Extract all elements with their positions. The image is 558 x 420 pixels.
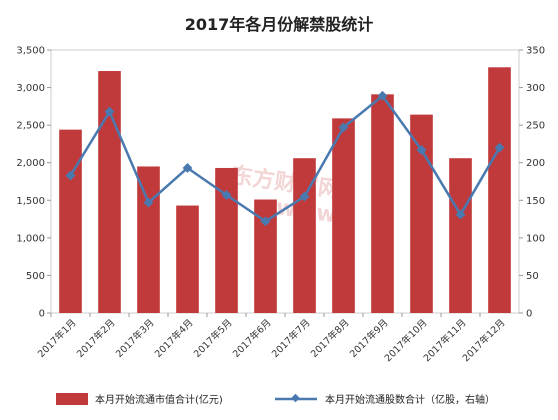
y-right-tick-label: 200 xyxy=(526,158,545,169)
bar-4 xyxy=(176,205,199,313)
bar-1 xyxy=(59,129,82,313)
y-left-tick-label: 3,000 xyxy=(16,83,45,94)
y-right-tick-label: 100 xyxy=(526,233,545,244)
x-tick-label: 2017年5月 xyxy=(191,317,234,360)
line-point-3 xyxy=(143,197,154,208)
x-tick-label: 2017年9月 xyxy=(347,317,390,360)
legend-bar-label: 本月开始流通市值合计(亿元) xyxy=(95,393,223,406)
line-point-12 xyxy=(494,142,505,153)
y-right-tick-label: 250 xyxy=(526,121,545,132)
y-right-tick-label: 300 xyxy=(526,83,545,94)
x-tick-label: 2017年7月 xyxy=(269,317,312,360)
bar-8 xyxy=(332,118,355,313)
y-right-tick-label: 50 xyxy=(526,271,539,282)
y-left-tick-label: 1,500 xyxy=(16,196,45,207)
bar-2 xyxy=(98,71,121,313)
y-left-tick-label: 500 xyxy=(26,271,45,282)
x-tick-label: 2017年2月 xyxy=(74,317,117,360)
bar-11 xyxy=(449,158,472,313)
bar-10 xyxy=(410,114,433,313)
line-point-1 xyxy=(65,170,76,181)
line-point-4 xyxy=(182,163,193,173)
line-series xyxy=(69,94,501,223)
x-tick-label: 2017年4月 xyxy=(152,317,195,360)
legend: 本月开始流通市值合计(亿元) 本月开始流通股数合计（亿股，右轴） xyxy=(56,393,495,406)
y-left-tick-label: 2,000 xyxy=(16,158,45,169)
legend-line-label: 本月开始流通股数合计（亿股，右轴） xyxy=(325,393,495,406)
y-left-tick-label: 3,500 xyxy=(16,46,45,57)
y-left-tick-label: 2,500 xyxy=(16,121,45,132)
x-tick-label: 2017年8月 xyxy=(308,317,351,360)
bar-9 xyxy=(371,94,394,313)
line-point-10 xyxy=(416,144,427,155)
bar-12 xyxy=(488,67,511,313)
x-tick-label: 2017年3月 xyxy=(113,317,156,360)
bar-6 xyxy=(254,199,277,313)
x-axis: 2017年1月2017年2月2017年3月2017年4月2017年5月2017年… xyxy=(35,313,508,364)
watermark: 东方财富网 www xyxy=(229,162,342,228)
bar-7 xyxy=(293,158,316,313)
line-point-2 xyxy=(104,106,115,117)
y-right-tick-label: 350 xyxy=(526,46,545,57)
y-axis-left: 0 500 1,000 1,500 2,000 2,500 3,000 3,500 xyxy=(16,46,51,320)
y-right-tick-label: 0 xyxy=(526,309,532,320)
y-left-tick-label: 0 xyxy=(39,309,45,320)
x-tick-label: 2017年1月 xyxy=(35,317,78,360)
y-left-tick-label: 1,000 xyxy=(16,233,45,244)
y-right-tick-label: 150 xyxy=(526,196,545,207)
line-point-11 xyxy=(455,209,466,220)
line-point-6 xyxy=(260,216,271,227)
chart-title: 2017年各月份解禁股统计 xyxy=(185,15,374,34)
legend-bar-swatch xyxy=(56,393,88,405)
plot-area xyxy=(50,49,520,314)
line-point-7 xyxy=(299,191,310,202)
bar-3 xyxy=(137,166,160,313)
x-tick-label: 2017年6月 xyxy=(230,317,273,360)
y-axis-right: 0 50 100 150 200 250 300 350 xyxy=(519,46,545,320)
line-point-5 xyxy=(221,190,232,200)
legend-line-marker xyxy=(291,393,300,403)
bar-5 xyxy=(215,167,238,313)
